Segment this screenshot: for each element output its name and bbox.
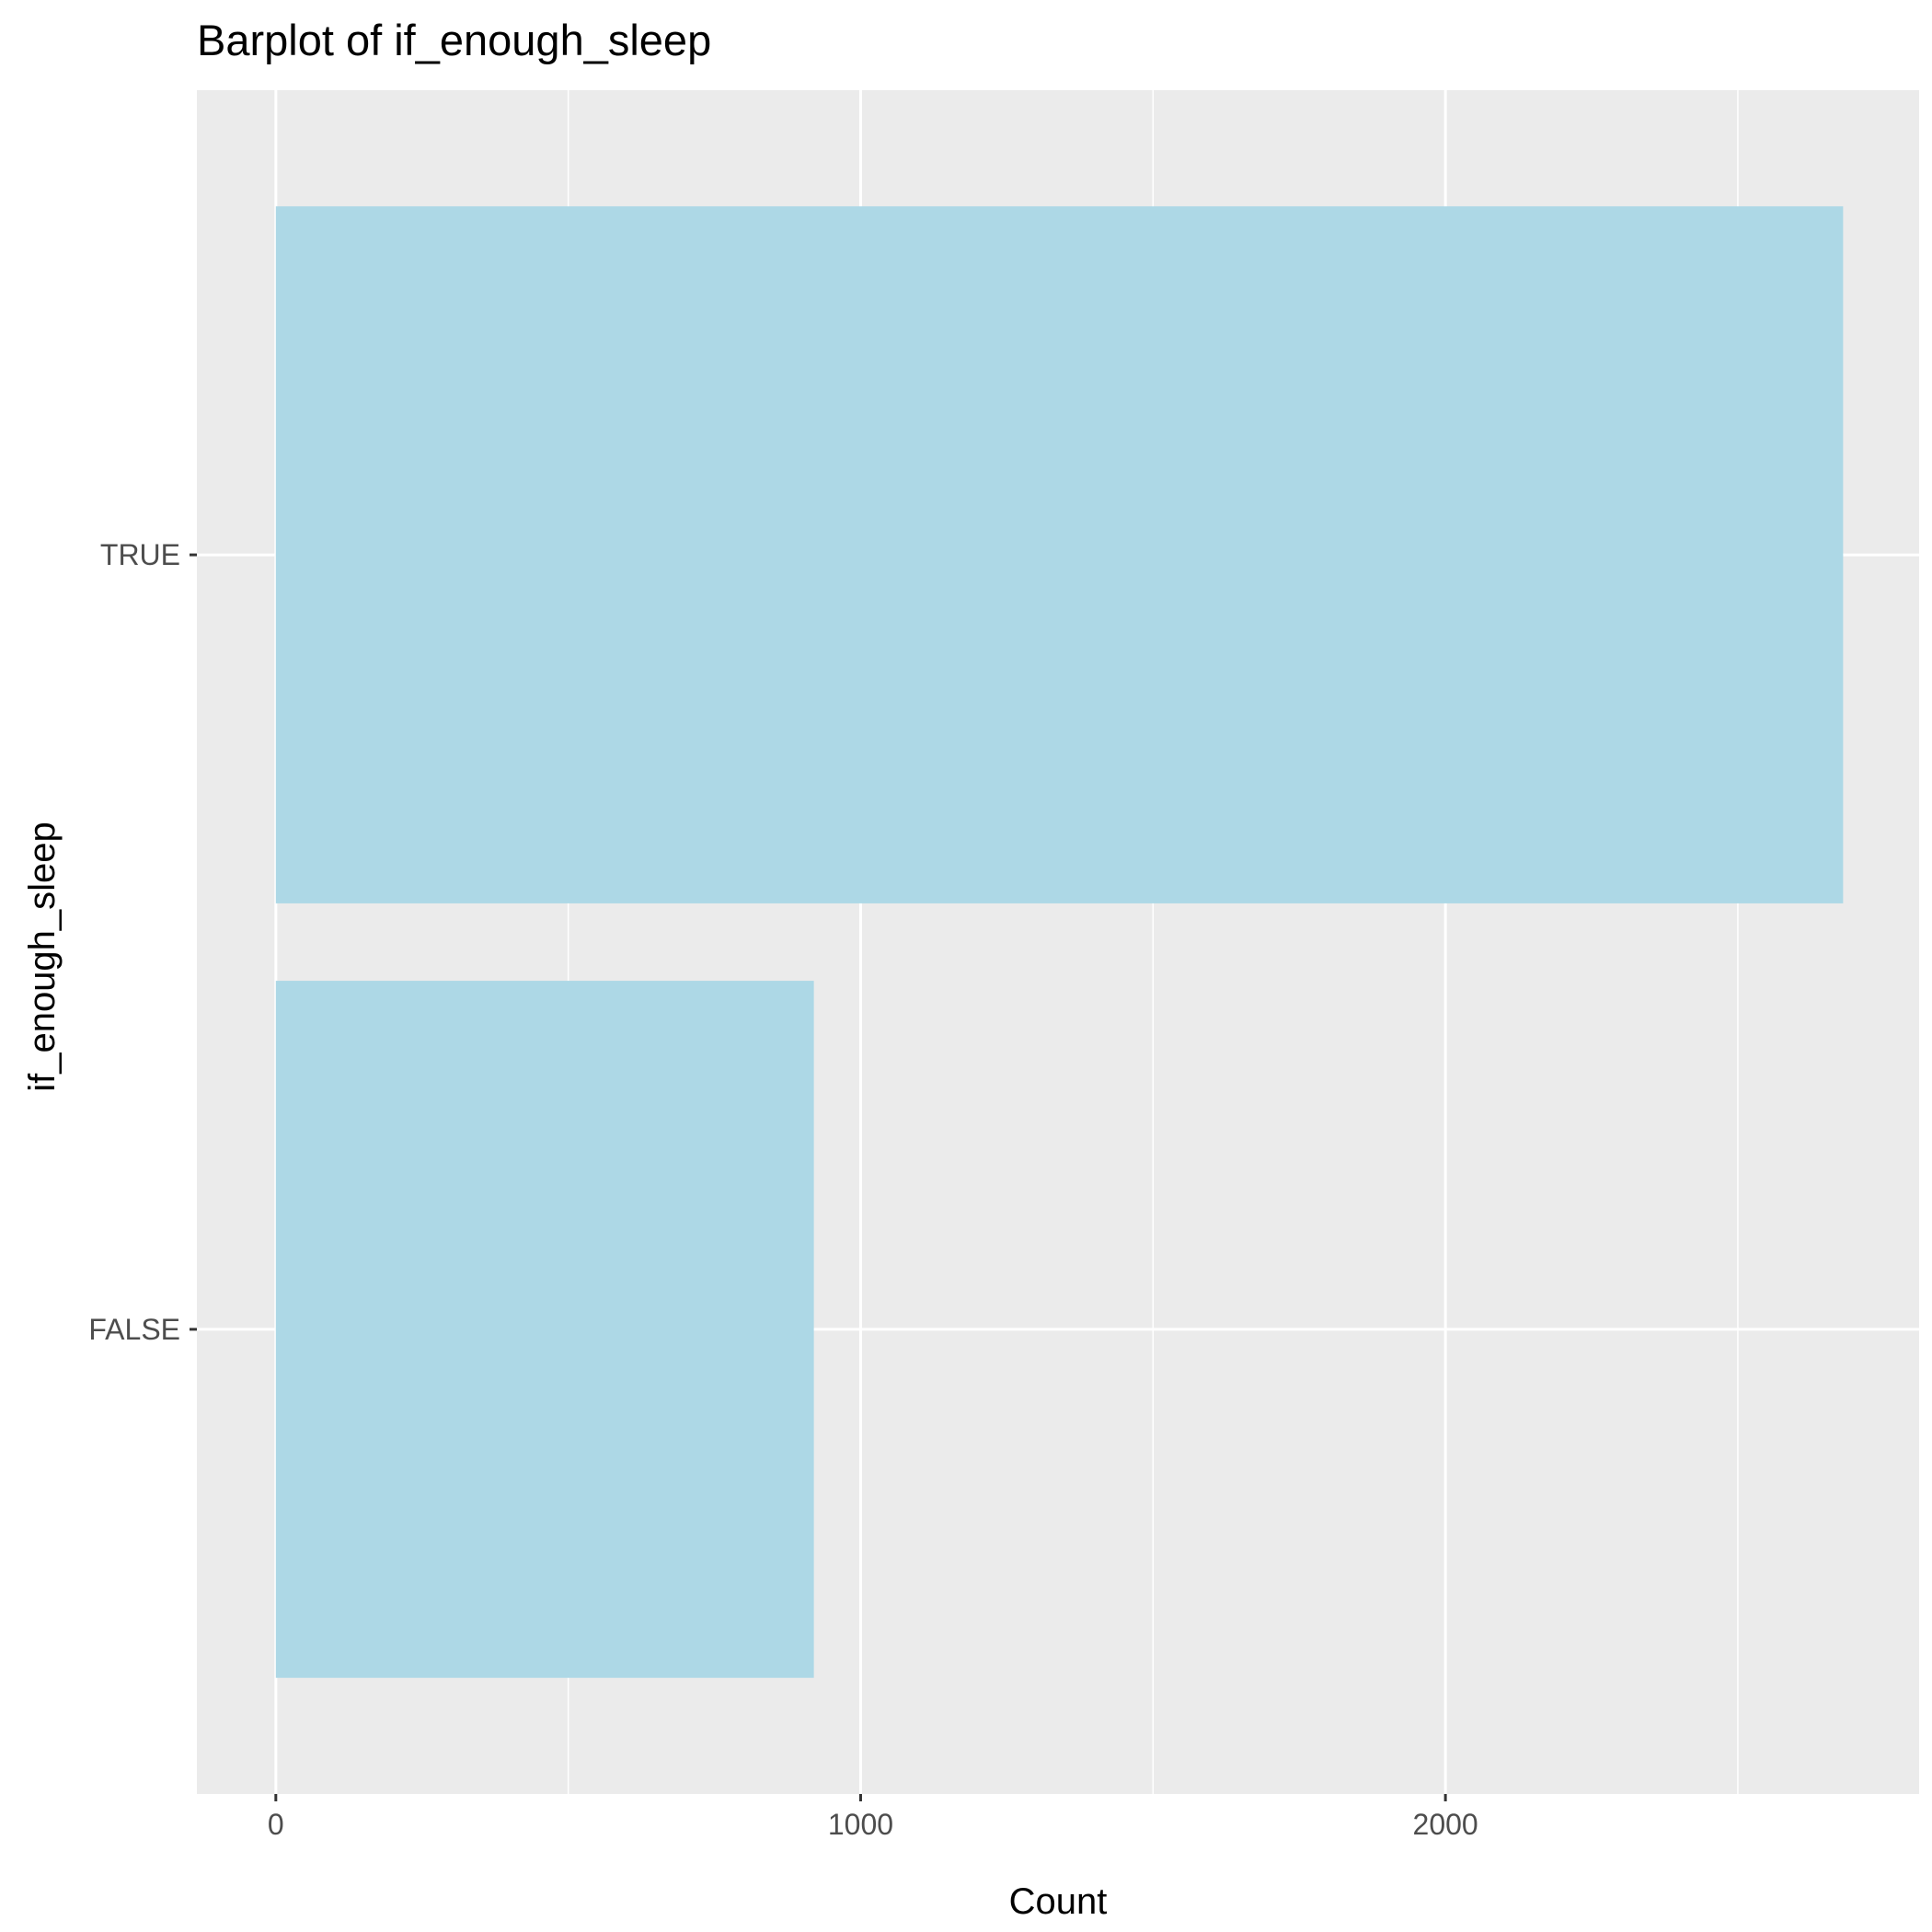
bar-false (275, 981, 814, 1678)
y-tick-label: TRUE (100, 538, 180, 571)
y-tick-label: FALSE (88, 1313, 180, 1346)
chart-title: Barplot of if_enough_sleep (197, 16, 711, 64)
x-axis: 0 1000 2000 (268, 1794, 1478, 1841)
bar-true (275, 206, 1844, 903)
y-axis-title: if_enough_sleep (22, 822, 63, 1092)
x-axis-title: Count (1009, 1881, 1108, 1922)
bars (275, 206, 1844, 1678)
x-tick-label: 2000 (1413, 1808, 1478, 1841)
x-tick-label: 1000 (828, 1808, 893, 1841)
y-axis: FALSE TRUE (88, 538, 197, 1346)
x-tick-label: 0 (268, 1808, 284, 1841)
